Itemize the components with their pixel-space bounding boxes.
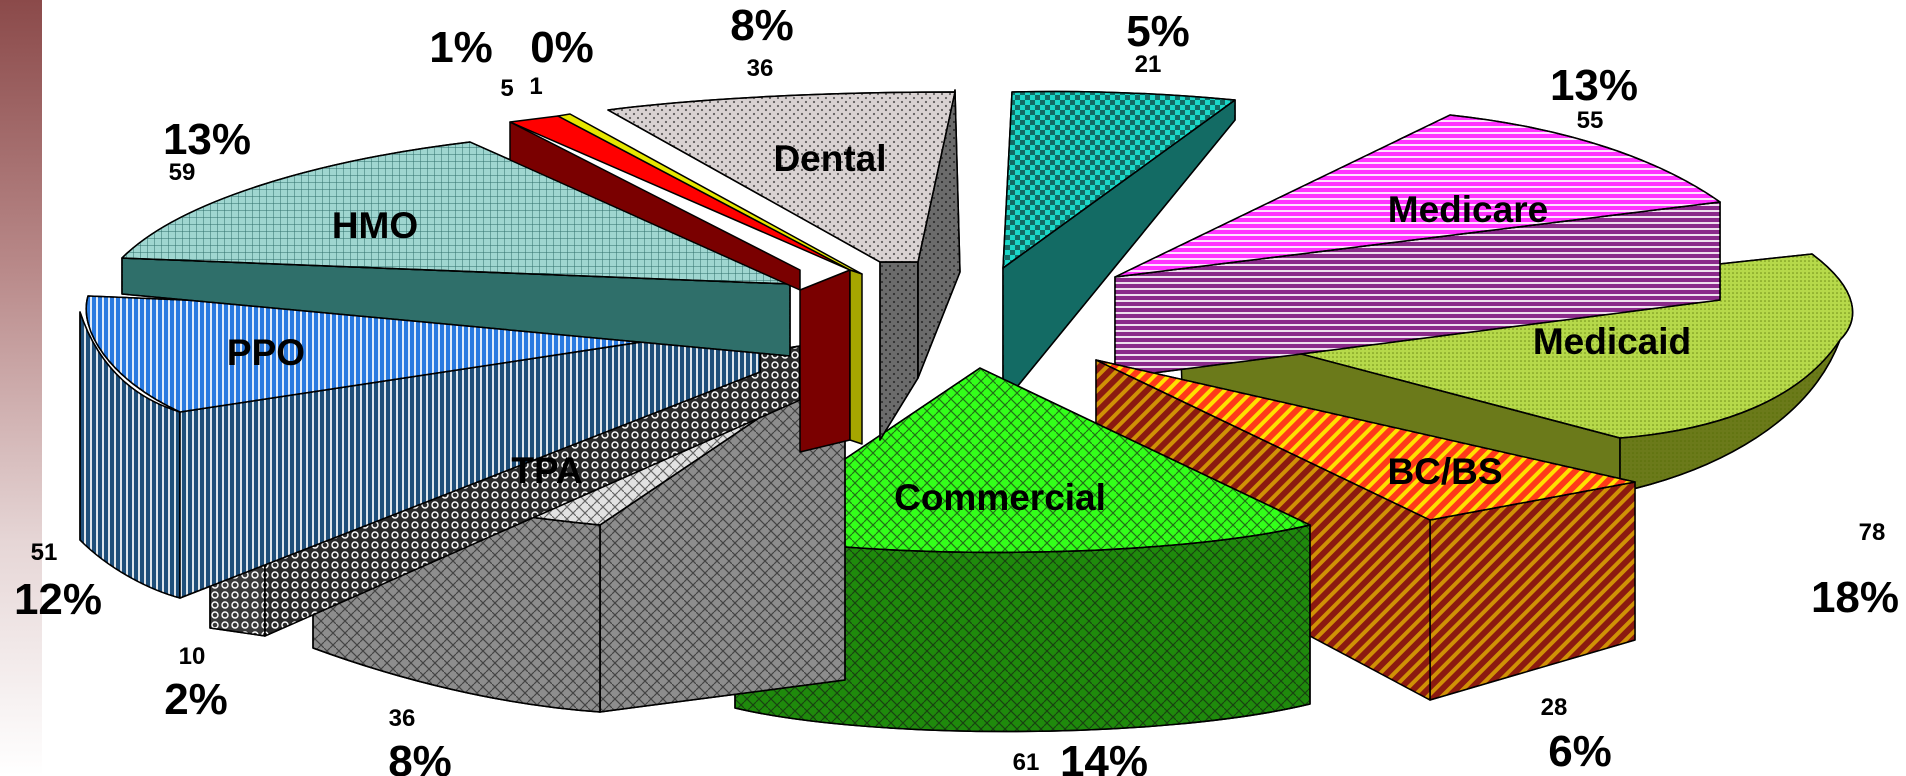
- value-label-dental: 36: [747, 55, 774, 82]
- percent-label-commercial: 14%: [1060, 737, 1148, 776]
- slice-medicare: [1114, 114, 1721, 379]
- slice-label-bcbs: BC/BS: [1387, 451, 1502, 492]
- percent-label-ppo: 12%: [14, 575, 102, 624]
- percent-label-tpa: 8%: [388, 737, 452, 776]
- percent-label-medicaid: 18%: [1811, 573, 1899, 622]
- percent-label-yellow-slice: 0%: [530, 23, 594, 72]
- slice-red-1pct: [509, 115, 851, 453]
- slice-label-ppo: PPO: [227, 332, 305, 373]
- value-label-tpa: 36: [389, 705, 416, 732]
- percent-label-dark-slice: 2%: [164, 675, 228, 724]
- slice-label-hmo: HMO: [332, 205, 418, 246]
- percent-label-dental: 8%: [730, 1, 794, 50]
- slice-label-medicare: Medicare: [1388, 189, 1548, 230]
- slice-dental: [607, 89, 961, 441]
- percent-label-bcbs: 6%: [1548, 727, 1612, 776]
- percent-label-red-slice: 1%: [429, 23, 493, 72]
- value-label-bcbs: 28: [1541, 694, 1568, 721]
- percent-label-teal-slice: 5%: [1126, 7, 1190, 56]
- value-label-medicare: 55: [1577, 107, 1604, 134]
- percent-label-medicare: 13%: [1550, 61, 1638, 110]
- value-label-teal-slice: 21: [1135, 51, 1162, 78]
- slide-side-bar: [0, 0, 42, 776]
- slice-commercial: [734, 367, 1311, 733]
- value-label-dark-slice: 10: [179, 643, 206, 670]
- slice-bcbs: [1095, 359, 1636, 701]
- slice-hmo: [121, 141, 791, 357]
- value-label-red-slice: 5: [500, 75, 513, 102]
- value-label-hmo: 59: [169, 159, 196, 186]
- slice-label-dental: Dental: [773, 138, 886, 179]
- value-label-commercial: 61: [1013, 749, 1040, 776]
- slice-yellow-0pct: [557, 113, 863, 445]
- slice-label-medicaid: Medicaid: [1533, 321, 1691, 362]
- value-label-medicaid: 78: [1859, 519, 1886, 546]
- slice-label-commercial: Commercial: [894, 477, 1106, 518]
- value-label-yellow-slice: 1: [529, 73, 542, 100]
- value-label-ppo: 51: [31, 539, 58, 566]
- slice-teal-5pct: [1002, 90, 1236, 405]
- percent-label-hmo: 13%: [163, 115, 251, 164]
- slice-label-tpa: TPA: [511, 450, 582, 491]
